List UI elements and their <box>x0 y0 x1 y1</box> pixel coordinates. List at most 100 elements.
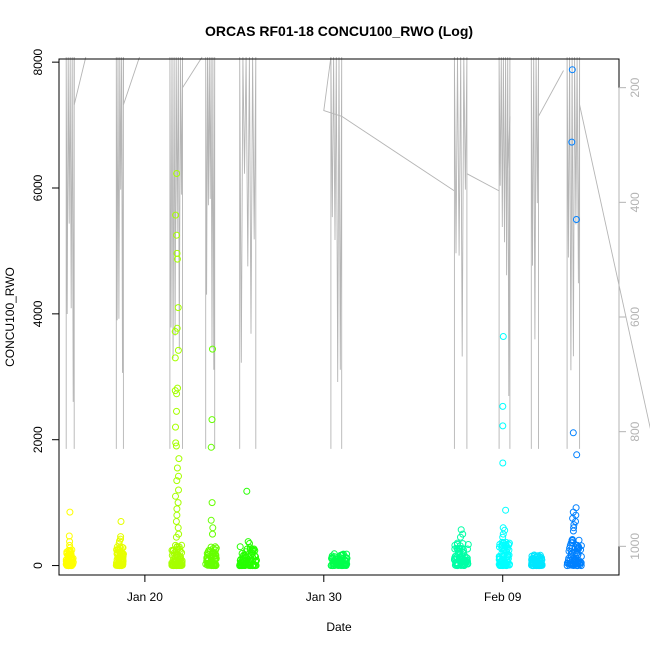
data-point <box>496 540 504 548</box>
y-tick-label: 2000 <box>31 426 45 453</box>
data-point <box>209 345 216 353</box>
data-point <box>576 559 584 567</box>
data-point <box>236 560 244 568</box>
data-point <box>568 66 576 74</box>
data-point <box>175 543 183 551</box>
data-point <box>499 422 507 430</box>
y-tick-label: 0 <box>31 562 45 569</box>
data-point <box>505 551 513 559</box>
data-point <box>246 540 253 547</box>
data-point <box>173 464 181 472</box>
altitude-trace-segment <box>566 56 581 449</box>
data-point <box>174 499 182 507</box>
data-point <box>208 416 216 424</box>
data-point <box>566 556 574 564</box>
data-point <box>329 562 337 570</box>
data-point <box>66 544 74 552</box>
data-point <box>171 354 179 362</box>
altitude-trace-segment <box>341 115 455 192</box>
x-tick-label: Feb 09 <box>484 590 522 604</box>
data-point <box>342 557 350 565</box>
data-point <box>212 561 220 569</box>
data-point <box>501 526 509 534</box>
data-point <box>236 543 244 551</box>
data-point <box>240 551 247 559</box>
data-point <box>569 527 577 535</box>
data-point <box>330 550 338 558</box>
altitude-trace-segment <box>579 104 650 430</box>
data-point <box>174 304 182 312</box>
altitude-trace-segment <box>239 56 257 449</box>
data-point <box>174 346 182 354</box>
data-point <box>172 442 180 450</box>
altitude-trace-segment <box>73 56 87 106</box>
y2-tick-label: 600 <box>628 307 642 327</box>
data-point <box>451 541 459 549</box>
data-point <box>207 516 215 524</box>
altitude-trace-segment <box>530 56 539 449</box>
altitude-trace-segment <box>466 173 500 192</box>
altitude-trace-segment <box>115 56 124 449</box>
data-point <box>343 554 350 562</box>
data-point <box>497 561 505 569</box>
data-point <box>172 423 179 431</box>
data-point <box>116 537 123 545</box>
data-point <box>67 556 75 564</box>
data-point <box>115 540 123 547</box>
data-point <box>569 539 577 547</box>
data-point <box>577 542 585 550</box>
data-point <box>173 550 181 558</box>
data-point <box>66 547 74 555</box>
data-point <box>207 443 215 451</box>
data-point <box>66 541 74 549</box>
altitude-trace-segment <box>498 56 511 449</box>
data-point <box>569 549 577 557</box>
altitude-trace <box>65 56 650 449</box>
altitude-trace-segment <box>205 56 216 449</box>
data-point <box>175 486 182 494</box>
data-point <box>171 328 179 335</box>
data-point <box>568 536 576 543</box>
x-axis-label: Date <box>326 620 352 634</box>
data-point <box>171 387 179 395</box>
data-point <box>567 553 575 561</box>
data-point <box>117 518 125 525</box>
data-point <box>252 558 260 566</box>
altitude-trace-segment <box>538 70 564 117</box>
data-point <box>499 402 507 410</box>
data-point <box>499 459 507 467</box>
data-point <box>173 477 181 485</box>
data-point <box>66 560 73 568</box>
data-point <box>173 511 181 519</box>
data-point <box>336 560 344 568</box>
altitude-trace-segment <box>453 56 468 449</box>
data-point <box>464 541 472 548</box>
data-point <box>334 559 342 567</box>
data-point <box>173 255 181 263</box>
data-point <box>175 455 183 463</box>
data-point <box>536 553 544 561</box>
data-point <box>172 518 180 525</box>
altitude-trace-segment <box>65 56 75 449</box>
altitude-trace-segment <box>323 56 342 117</box>
data-point <box>172 533 180 541</box>
data-point <box>457 533 464 541</box>
chart-title: ORCAS RF01-18 CONCU100_RWO (Log) <box>205 23 473 39</box>
y-tick-label: 6000 <box>31 174 45 201</box>
data-point <box>174 562 182 569</box>
altitude-trace-segment <box>182 56 203 90</box>
data-point <box>537 560 544 568</box>
data-point <box>572 504 580 512</box>
secondary-y-axis: 200 400 600 800 1000 <box>618 77 642 560</box>
x-tick-label: Jan 30 <box>306 590 342 604</box>
data-point <box>245 553 253 561</box>
data-point <box>178 557 186 564</box>
y2-tick-label: 400 <box>628 192 642 212</box>
data-point <box>209 524 217 532</box>
data-point <box>497 557 505 565</box>
data-point <box>499 547 507 555</box>
data-point <box>64 561 72 569</box>
data-point <box>499 530 507 538</box>
x-tick-label: Jan 20 <box>127 590 163 604</box>
